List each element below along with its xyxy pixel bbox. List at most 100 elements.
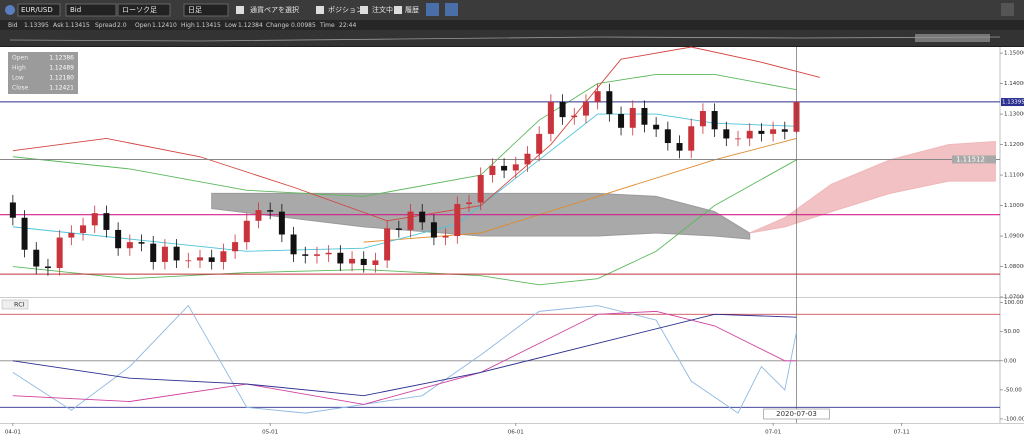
candle-body [547,101,554,134]
quote-value: 22:44 [339,22,356,29]
quote-bar [0,20,1024,30]
candle-body [723,129,730,139]
candle-body [337,252,344,264]
candle-body [126,242,133,249]
candle-body [243,220,250,243]
candle-body [384,228,391,261]
candle-body [150,243,157,262]
candle-body [372,260,379,265]
candle-body [419,211,426,223]
toolbar [0,0,1024,20]
candle-body [232,242,239,252]
y-tick-label: 1.15000 [1004,51,1024,57]
candle-body [44,266,51,269]
candle-body [711,111,718,130]
navigator-line [9,36,1001,42]
candle-body [255,210,262,221]
y-tick-label: 1.09000 [1004,234,1024,240]
candle-body [699,111,706,127]
candle-body [571,115,578,118]
tool-button[interactable] [426,3,439,16]
settings-button[interactable] [1001,3,1014,16]
ohlc-value: 1.12180 [49,75,74,82]
checkbox[interactable] [394,6,402,14]
y-tick-label: 1.08000 [1004,264,1024,270]
symbol-icon [5,5,15,15]
period: 日足 [188,6,202,14]
candle-body [466,202,473,205]
panel-title: RCI [14,301,25,309]
candle-body [395,228,402,230]
candle-body [325,252,332,255]
candle-body [21,217,28,250]
indicator-line [363,138,797,243]
quote-value: 0.00985 [291,22,316,29]
period-select[interactable] [183,3,229,17]
candle-body [770,129,777,134]
chart-type-select[interactable] [117,3,171,17]
y-tick-label: -50.00 [1004,387,1022,393]
y-tick-label: -100.00 [1004,416,1024,422]
history: 履歴 [405,6,419,14]
candle-body [524,153,531,165]
x-tick-label: 05-01 [262,430,278,436]
candle-body [103,213,110,230]
pair-select: 通貨ペアを選択 [250,5,299,14]
checkbox[interactable] [236,6,244,14]
candle-body [758,130,765,134]
candle-body [56,237,63,269]
quote-value: 2.0 [117,22,127,29]
checkbox[interactable] [316,6,324,14]
indicator-line [12,73,797,197]
candle-body [267,210,274,212]
checkbox[interactable] [360,6,368,14]
side-select[interactable] [65,3,117,17]
candle-body [653,124,660,130]
y-tick-label: 0.00 [1004,358,1017,364]
candle-body [91,213,98,226]
tool-button[interactable] [445,3,458,16]
candle-body [442,236,449,238]
quote-label: Bid [8,22,18,29]
orders: 注文中 [372,5,393,14]
candle-body [313,254,320,256]
candle-body [360,258,367,265]
price-tag [1001,98,1024,107]
candle-body [197,257,203,261]
candle-body [559,101,566,118]
candle-body [185,260,192,262]
candle-body [407,211,414,230]
quote-label: Time [319,22,335,29]
candle-body [746,130,753,139]
candle-body [290,234,297,255]
candle-body [477,175,484,203]
candle-body [161,246,168,262]
x-tick-label: 07-11 [894,430,910,436]
candle-body [33,249,40,267]
ohlc-value: 1.12386 [49,55,74,62]
candle-body [618,114,625,128]
candle-body [735,138,742,140]
candle-body [781,129,788,132]
candle-body [641,107,648,125]
rci-line [12,310,797,405]
rci-line [12,313,797,397]
symbol-select[interactable] [17,3,61,17]
quote-label: Open [135,22,151,29]
price-tag-label: 1.11512 [956,155,985,163]
crosshair-label: 2020-07-03 [776,410,817,418]
quote-label: Ask [53,22,64,29]
cloud [211,192,751,240]
ohlc-box [8,52,78,94]
quote-value: 1.12384 [238,22,263,29]
ohlc-label: Open [12,55,28,62]
quote-value: 1.12410 [152,22,177,29]
candle-body [302,254,309,256]
candle-body [664,129,671,144]
candle-body [512,164,519,171]
navigator-handle[interactable] [915,34,990,42]
ohlc-label: Close [12,85,29,92]
price-tag-label: 1.13395 [1002,100,1024,106]
candle-body [489,165,496,176]
